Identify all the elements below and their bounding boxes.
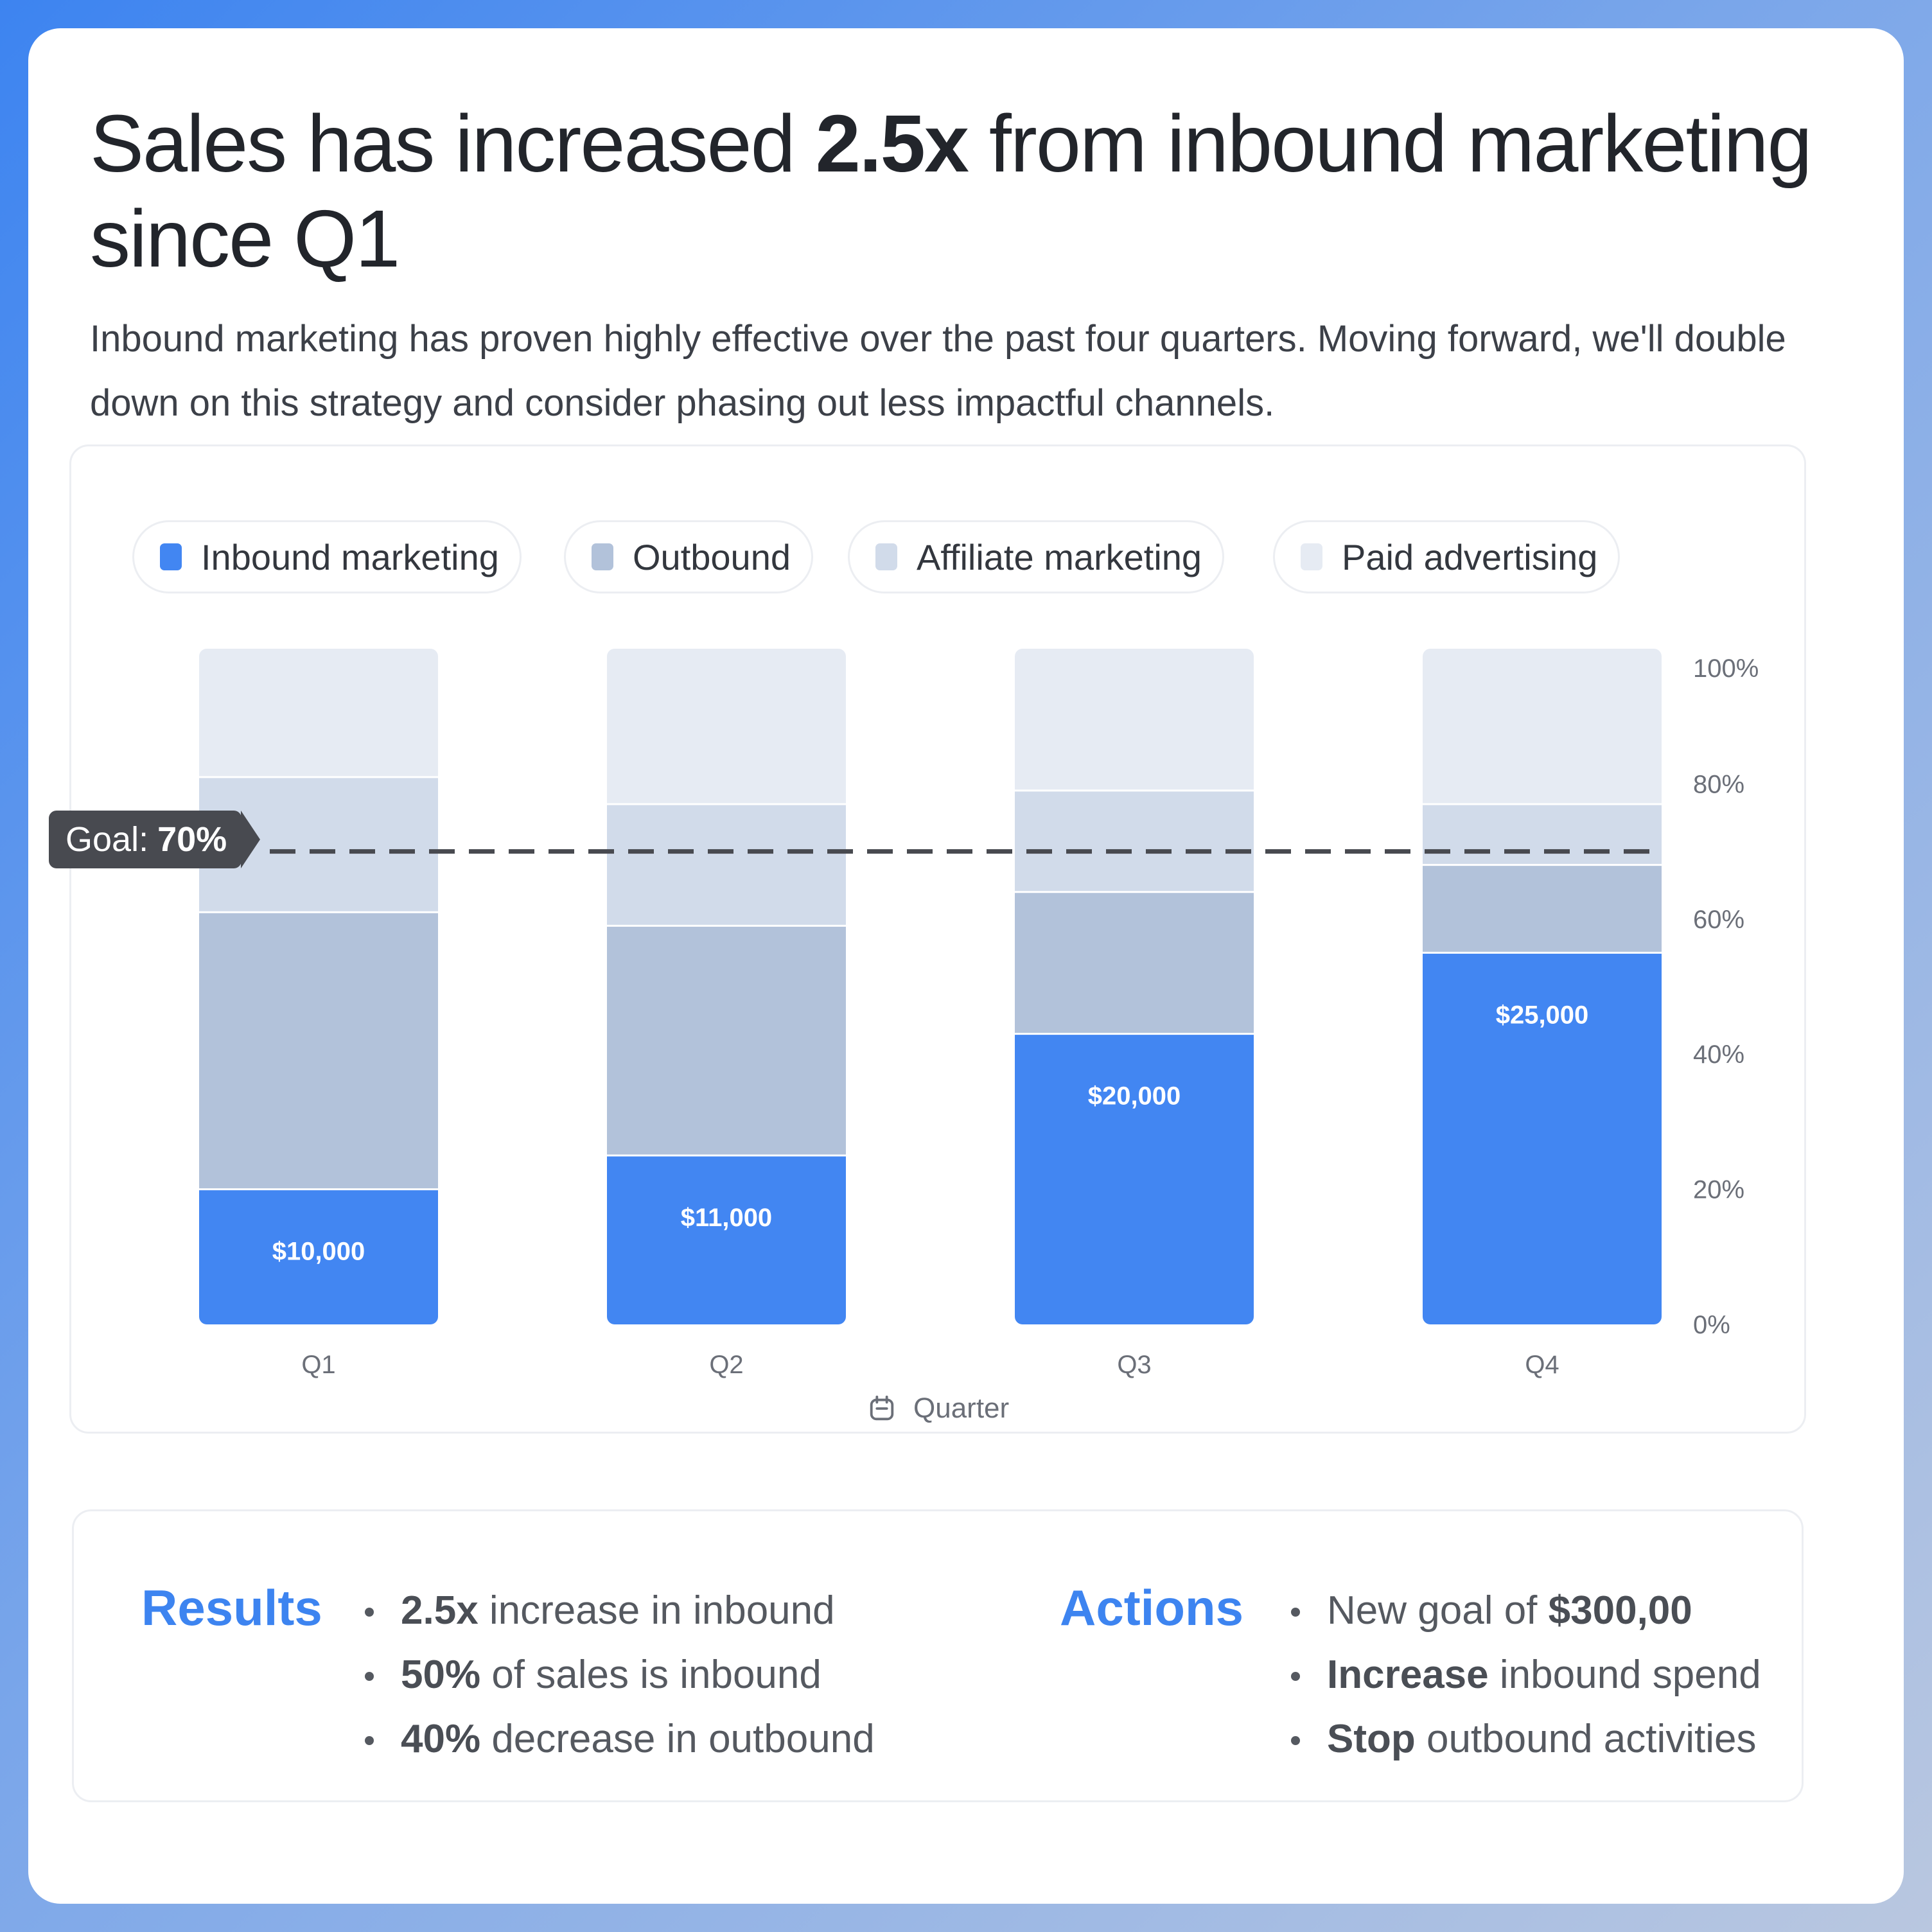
legend-item-affiliate[interactable]: Affiliate marketing xyxy=(848,520,1225,593)
page-title: Sales has increased 2.5x from inbound ma… xyxy=(90,96,1824,286)
legend-swatch-outbound xyxy=(592,543,613,570)
legend-label-paid: Paid advertising xyxy=(1342,536,1598,577)
calendar-icon xyxy=(870,1395,894,1421)
x-tick-label-q2: Q2 xyxy=(709,1351,743,1379)
actions-item: New goal of $300,00 xyxy=(1288,1579,1761,1643)
x-tick-label-q3: Q3 xyxy=(1117,1351,1151,1379)
legend-item-inbound[interactable]: Inbound marketing xyxy=(132,520,522,593)
x-tick-label-q4: Q4 xyxy=(1525,1351,1559,1379)
x-axis-title-text: Quarter xyxy=(913,1392,1010,1424)
summary-panel xyxy=(72,1509,1804,1802)
bar-segment-affiliate-q2[interactable] xyxy=(607,804,846,926)
bar-segment-inbound-q4[interactable] xyxy=(1423,953,1662,1324)
bar-segment-inbound-q3[interactable] xyxy=(1015,1033,1254,1324)
goal-label-text: Goal: xyxy=(66,820,149,859)
bar-value-label-q2: $11,000 xyxy=(681,1204,772,1232)
goal-label-value: 70% xyxy=(157,820,227,859)
legend-item-outbound[interactable]: Outbound xyxy=(564,520,813,593)
goal-label-pointer xyxy=(241,811,260,868)
legend-label-affiliate: Affiliate marketing xyxy=(917,536,1202,577)
bar-segment-paid-q3[interactable] xyxy=(1015,649,1254,791)
bar-stack-q3[interactable]: $20,000 xyxy=(1015,649,1254,1324)
results-list: 2.5x increase in inbound 50% of sales is… xyxy=(362,1579,875,1771)
y-tick-label: 100% xyxy=(1693,654,1759,683)
y-tick-label: 40% xyxy=(1693,1041,1744,1069)
bar-segment-paid-q1[interactable] xyxy=(199,649,438,777)
bar-stack-q4[interactable]: $25,000 xyxy=(1423,649,1662,1324)
legend-swatch-paid xyxy=(1301,543,1322,570)
bar-segment-affiliate-q3[interactable] xyxy=(1015,790,1254,892)
bar-segment-outbound-q3[interactable] xyxy=(1015,891,1254,1034)
bar-stack-q2[interactable]: $11,000 xyxy=(607,649,846,1324)
results-item: 2.5x increase in inbound xyxy=(362,1579,875,1643)
bar-stack-q1[interactable]: $10,000 xyxy=(199,649,438,1324)
page-subtitle: Inbound marketing has proven highly effe… xyxy=(90,318,1786,424)
bar-segment-inbound-q2[interactable] xyxy=(607,1155,846,1324)
bar-segment-outbound-q2[interactable] xyxy=(607,926,846,1155)
y-tick-label: 0% xyxy=(1693,1311,1730,1339)
bar-segment-outbound-q4[interactable] xyxy=(1423,865,1662,953)
legend-label-inbound: Inbound marketing xyxy=(201,536,499,577)
bar-segment-inbound-q1[interactable] xyxy=(199,1189,438,1324)
y-tick-label: 80% xyxy=(1693,770,1744,798)
title-pre: Sales has increased xyxy=(90,98,816,189)
actions-heading: Actions xyxy=(1060,1579,1244,1636)
legend-swatch-affiliate xyxy=(875,543,897,570)
bar-segment-paid-q2[interactable] xyxy=(607,649,846,804)
results-item: 50% of sales is inbound xyxy=(362,1643,875,1707)
goal-label: Goal: 70% xyxy=(49,811,242,868)
title-highlight: 2.5x xyxy=(815,98,969,189)
actions-item: Stop outbound activities xyxy=(1288,1707,1761,1771)
y-tick-label: 60% xyxy=(1693,906,1744,934)
bar-segment-outbound-q1[interactable] xyxy=(199,912,438,1190)
legend-label-outbound: Outbound xyxy=(633,536,791,577)
legend-swatch-inbound xyxy=(160,543,182,570)
y-tick-label: 20% xyxy=(1693,1176,1744,1204)
bar-value-label-q4: $25,000 xyxy=(1496,1001,1589,1029)
bar-segment-paid-q4[interactable] xyxy=(1423,649,1662,804)
actions-item: Increase inbound spend xyxy=(1288,1643,1761,1707)
bar-value-label-q3: $20,000 xyxy=(1088,1082,1181,1111)
actions-list: New goal of $300,00 Increase inbound spe… xyxy=(1288,1579,1761,1771)
bar-segment-affiliate-q4[interactable] xyxy=(1423,804,1662,865)
results-heading: Results xyxy=(141,1579,322,1636)
x-axis-title: Quarter xyxy=(867,1392,1009,1425)
title-post: from inbound marketing since Q1 xyxy=(90,98,1813,284)
legend-item-paid[interactable]: Paid advertising xyxy=(1273,520,1620,593)
results-item: 40% decrease in outbound xyxy=(362,1707,875,1771)
x-tick-label-q1: Q1 xyxy=(301,1351,335,1379)
bar-value-label-q1: $10,000 xyxy=(272,1238,365,1266)
chart-panel xyxy=(69,444,1806,1434)
